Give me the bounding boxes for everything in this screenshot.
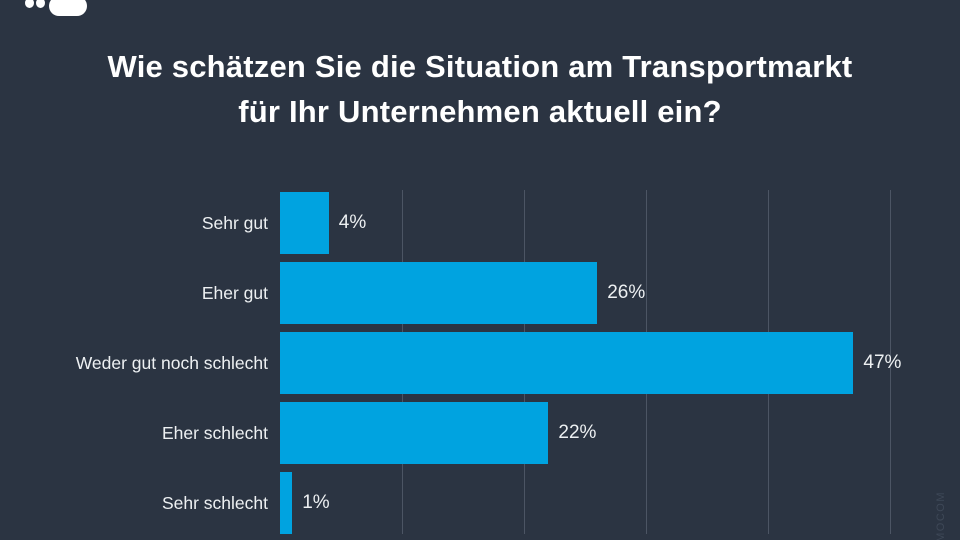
watermark-text: MOCOM — [935, 491, 947, 540]
logo-bar-icon — [49, 0, 87, 16]
brand-logo — [0, 0, 120, 26]
gridline-50-percent — [890, 190, 891, 534]
chart-row: Eher schlecht 22% — [0, 402, 960, 464]
logo-dot-icon — [36, 0, 45, 8]
page-title: Wie schätzen Sie die Situation am Transp… — [0, 44, 960, 134]
chart-row: Weder gut noch schlecht 47% — [0, 332, 960, 394]
value-label: 22% — [558, 422, 597, 443]
chart-row: Eher gut 26% — [0, 262, 960, 324]
bar — [280, 332, 854, 394]
category-label: Sehr schlecht — [161, 493, 268, 513]
value-label: 26% — [607, 282, 646, 303]
value-label: 47% — [863, 352, 902, 373]
chart-row: Sehr schlecht 1% — [0, 472, 960, 534]
category-label: Eher schlecht — [161, 423, 268, 443]
logo-dot-icon — [25, 0, 34, 8]
bar — [280, 262, 598, 324]
bar — [280, 192, 329, 254]
bar — [280, 402, 549, 464]
chart-row: Sehr gut 4% — [0, 192, 960, 254]
value-label: 4% — [338, 212, 367, 233]
page-title-line-2: für Ihr Unternehmen aktuell ein? — [238, 94, 722, 129]
category-label: Sehr gut — [201, 213, 268, 233]
value-label: 1% — [302, 492, 330, 513]
page-title-line-1: Wie schätzen Sie die Situation am Transp… — [107, 49, 853, 84]
bar — [280, 472, 293, 534]
category-label: Weder gut noch schlecht — [75, 353, 268, 373]
category-label: Eher gut — [201, 283, 268, 303]
